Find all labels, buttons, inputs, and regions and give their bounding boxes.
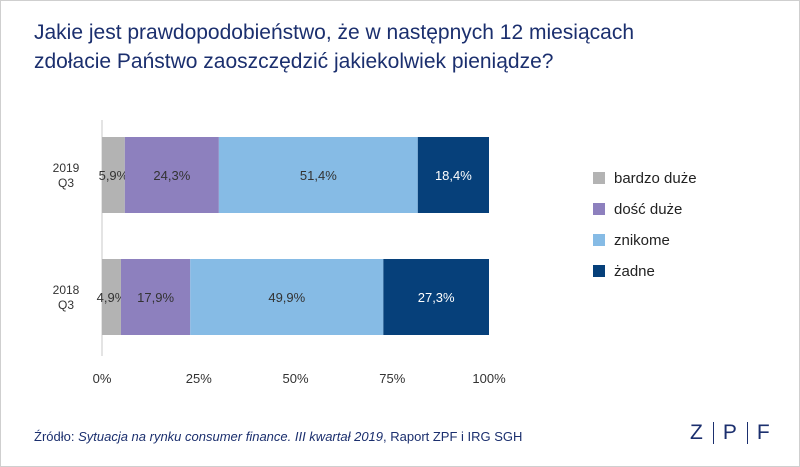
source-note: Źródło: Sytuacja na rynku consumer finan… (34, 429, 522, 444)
chart-title-line-1: Jakie jest prawdopodobieństwo, że w nast… (34, 21, 635, 44)
data-label: 18,4% (435, 168, 472, 183)
x-tick-label: 0% (93, 371, 112, 386)
x-tick-label: 75% (379, 371, 405, 386)
chart-title-line-2: zdołacie Państwo zaoszczędzić jakiekolwi… (34, 50, 554, 73)
bar-segment (120, 259, 191, 335)
legend-swatch (593, 172, 605, 184)
source-prefix: Źródło: (34, 429, 79, 444)
bar-segment (417, 137, 489, 213)
category-label: Q3 (58, 298, 74, 312)
data-label: 4,9% (97, 290, 127, 305)
chart-title: Jakie jest prawdopodobieństwo, że w nast… (34, 18, 774, 76)
data-label: 24,3% (153, 168, 190, 183)
bar-segment (218, 137, 418, 213)
logo-divider (746, 422, 748, 444)
data-label: 51,4% (300, 168, 337, 183)
logo-divider (712, 422, 714, 444)
legend-swatch (593, 265, 605, 277)
data-label: 49,9% (268, 290, 305, 305)
legend-label: bardzo duże (614, 170, 697, 187)
legend-label: dość duże (614, 201, 682, 218)
logo-letter-z: Z (690, 421, 704, 444)
x-tick-label: 100% (472, 371, 506, 386)
bar-segment (124, 137, 219, 213)
source-title: Sytuacja na rynku consumer finance. III … (78, 429, 384, 444)
legend-label: znikome (614, 232, 670, 249)
bar-segment (102, 137, 125, 213)
data-label: 17,9% (137, 290, 174, 305)
category-label: Q3 (58, 176, 74, 190)
bar-segment (383, 259, 489, 335)
logo-letter-p: P (722, 421, 738, 444)
zpf-logo: Z P F (690, 418, 771, 448)
x-tick-label: 50% (282, 371, 308, 386)
category-label: 2019 (53, 161, 80, 175)
x-tick-label: 25% (186, 371, 212, 386)
data-label: 27,3% (418, 290, 455, 305)
logo-letter-f: F (756, 421, 771, 444)
bar-segment (102, 259, 121, 335)
data-label: 5,9% (99, 168, 129, 183)
legend-swatch (593, 234, 605, 246)
category-label: 2018 (53, 283, 80, 297)
legend-label: żadne (614, 263, 655, 280)
bar-segment (190, 259, 384, 335)
source-suffix: , Raport ZPF i IRG SGH (383, 429, 523, 444)
legend-swatch (593, 203, 605, 215)
